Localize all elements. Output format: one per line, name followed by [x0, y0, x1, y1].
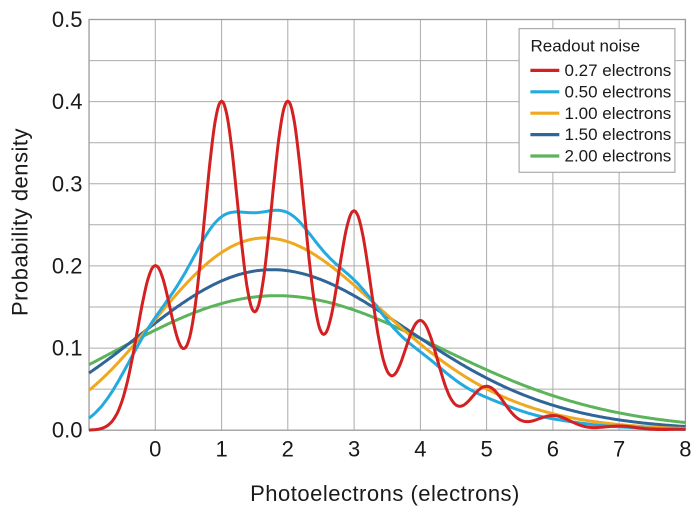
svg-text:Photoelectrons (electrons): Photoelectrons (electrons) [250, 481, 520, 506]
svg-text:1: 1 [215, 437, 227, 462]
svg-text:1.50 electrons: 1.50 electrons [565, 125, 672, 144]
svg-text:0.5: 0.5 [52, 7, 83, 32]
svg-text:2.00 electrons: 2.00 electrons [565, 147, 672, 166]
svg-text:Probability density: Probability density [8, 128, 33, 316]
svg-text:8: 8 [679, 437, 691, 462]
svg-text:6: 6 [547, 437, 559, 462]
svg-text:5: 5 [480, 437, 492, 462]
svg-text:7: 7 [613, 437, 625, 462]
svg-text:0.4: 0.4 [52, 89, 83, 114]
svg-text:0: 0 [149, 437, 161, 462]
svg-text:0.0: 0.0 [52, 418, 83, 443]
svg-text:2: 2 [282, 437, 294, 462]
svg-text:Readout noise: Readout noise [531, 37, 641, 56]
svg-text:0.3: 0.3 [52, 171, 83, 196]
svg-text:0.50 electrons: 0.50 electrons [565, 82, 672, 101]
svg-text:3: 3 [348, 437, 360, 462]
svg-text:0.1: 0.1 [52, 336, 83, 361]
svg-text:4: 4 [414, 437, 426, 462]
svg-text:0.27 electrons: 0.27 electrons [565, 61, 672, 80]
svg-text:0.2: 0.2 [52, 253, 83, 278]
svg-text:1.00 electrons: 1.00 electrons [565, 104, 672, 123]
